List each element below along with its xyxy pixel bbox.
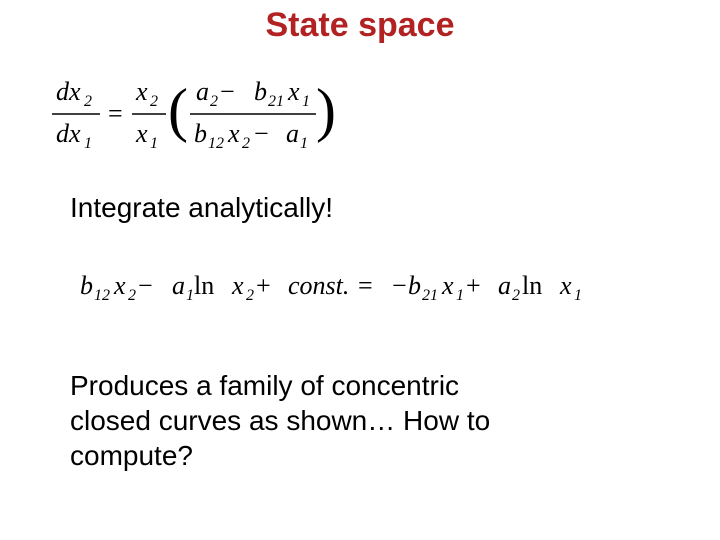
body-text-1: Integrate analytically! xyxy=(70,192,333,224)
body2-line1: Produces a family of concentric xyxy=(70,370,459,401)
eq2-b21-sub: 21 xyxy=(422,287,438,304)
body2-line3: compute? xyxy=(70,440,193,471)
eq1-r2-num-x: x xyxy=(287,77,300,106)
eq2-a1-sub: 1 xyxy=(186,287,194,304)
eq2-plus: + xyxy=(256,271,271,300)
eq1-r2-den-b-sub: 12 xyxy=(208,135,224,152)
eq1-r2-num-a-sub: 2 xyxy=(210,93,218,110)
slide: State space dx 2 dx 1 = x 2 x 1 ( xyxy=(0,0,720,540)
eq2-ln1: ln xyxy=(194,271,214,300)
eq1-rparen: ) xyxy=(316,77,336,143)
eq2-b12: b xyxy=(80,271,93,300)
slide-title: State space xyxy=(0,6,720,45)
eq2-x1: x xyxy=(441,271,454,300)
eq2-x2b: x xyxy=(231,271,244,300)
eq2-b12-sub: 12 xyxy=(94,287,110,304)
eq2-neg: − xyxy=(392,271,407,300)
eq1-r2-den-a: a xyxy=(286,119,299,148)
eq2-b21: b xyxy=(408,271,421,300)
eq1-lparen: ( xyxy=(168,77,188,143)
eq1-r2-den-x-sub: 2 xyxy=(242,135,250,152)
eq2-const: const. xyxy=(288,271,349,300)
eq1-r2-den-x: x xyxy=(227,119,240,148)
equation-2: b 12 x 2 − a 1 ln x 2 + const. = − b 21 … xyxy=(80,258,680,318)
eq1-r1-num-x: x xyxy=(135,77,148,106)
eq2-eq: = xyxy=(358,271,373,300)
eq2-x2b-sub: 2 xyxy=(246,287,254,304)
eq2-x1b: x xyxy=(559,271,572,300)
eq1-lhs-num-dx: dx xyxy=(56,77,81,106)
title-text: State space xyxy=(266,6,455,44)
eq1-r2-num-b: b xyxy=(254,77,267,106)
eq2-ln2: ln xyxy=(522,271,542,300)
eq1-lhs-num-sub: 2 xyxy=(84,93,92,110)
eq2-x2: x xyxy=(113,271,126,300)
eq1-r2-den-a-sub: 1 xyxy=(300,135,308,152)
body2-line2: closed curves as shown… How to xyxy=(70,405,490,436)
equation-1: dx 2 dx 1 = x 2 x 1 ( a 2 − b 21 xyxy=(48,64,408,164)
eq1-r2-num-b-sub: 21 xyxy=(268,93,284,110)
eq1-r2-num-a: a xyxy=(196,77,209,106)
eq1-r2-den-b: b xyxy=(194,119,207,148)
eq1-lhs-den-sub: 1 xyxy=(84,135,92,152)
body1-text: Integrate analytically! xyxy=(70,192,333,223)
eq2-a2: a xyxy=(498,271,511,300)
eq1-minus-top: − xyxy=(220,77,235,106)
eq1-r1-den-x: x xyxy=(135,119,148,148)
eq2-plus2: + xyxy=(466,271,481,300)
eq1-r1-num-sub: 2 xyxy=(150,93,158,110)
eq2-minus1: − xyxy=(138,271,153,300)
body-text-2: Produces a family of concentric closed c… xyxy=(70,368,490,473)
eq1-r1-den-sub: 1 xyxy=(150,135,158,152)
eq2-x1-sub: 1 xyxy=(456,287,464,304)
eq1-minus-bot: − xyxy=(254,119,269,148)
eq2-x1b-sub: 1 xyxy=(574,287,582,304)
eq1-r2-num-x-sub: 1 xyxy=(302,93,310,110)
eq2-x2-sub: 2 xyxy=(128,287,136,304)
eq1-lhs-den-dx: dx xyxy=(56,119,81,148)
eq2-a1: a xyxy=(172,271,185,300)
eq2-a2-sub: 2 xyxy=(512,287,520,304)
eq1-equals: = xyxy=(108,99,123,128)
